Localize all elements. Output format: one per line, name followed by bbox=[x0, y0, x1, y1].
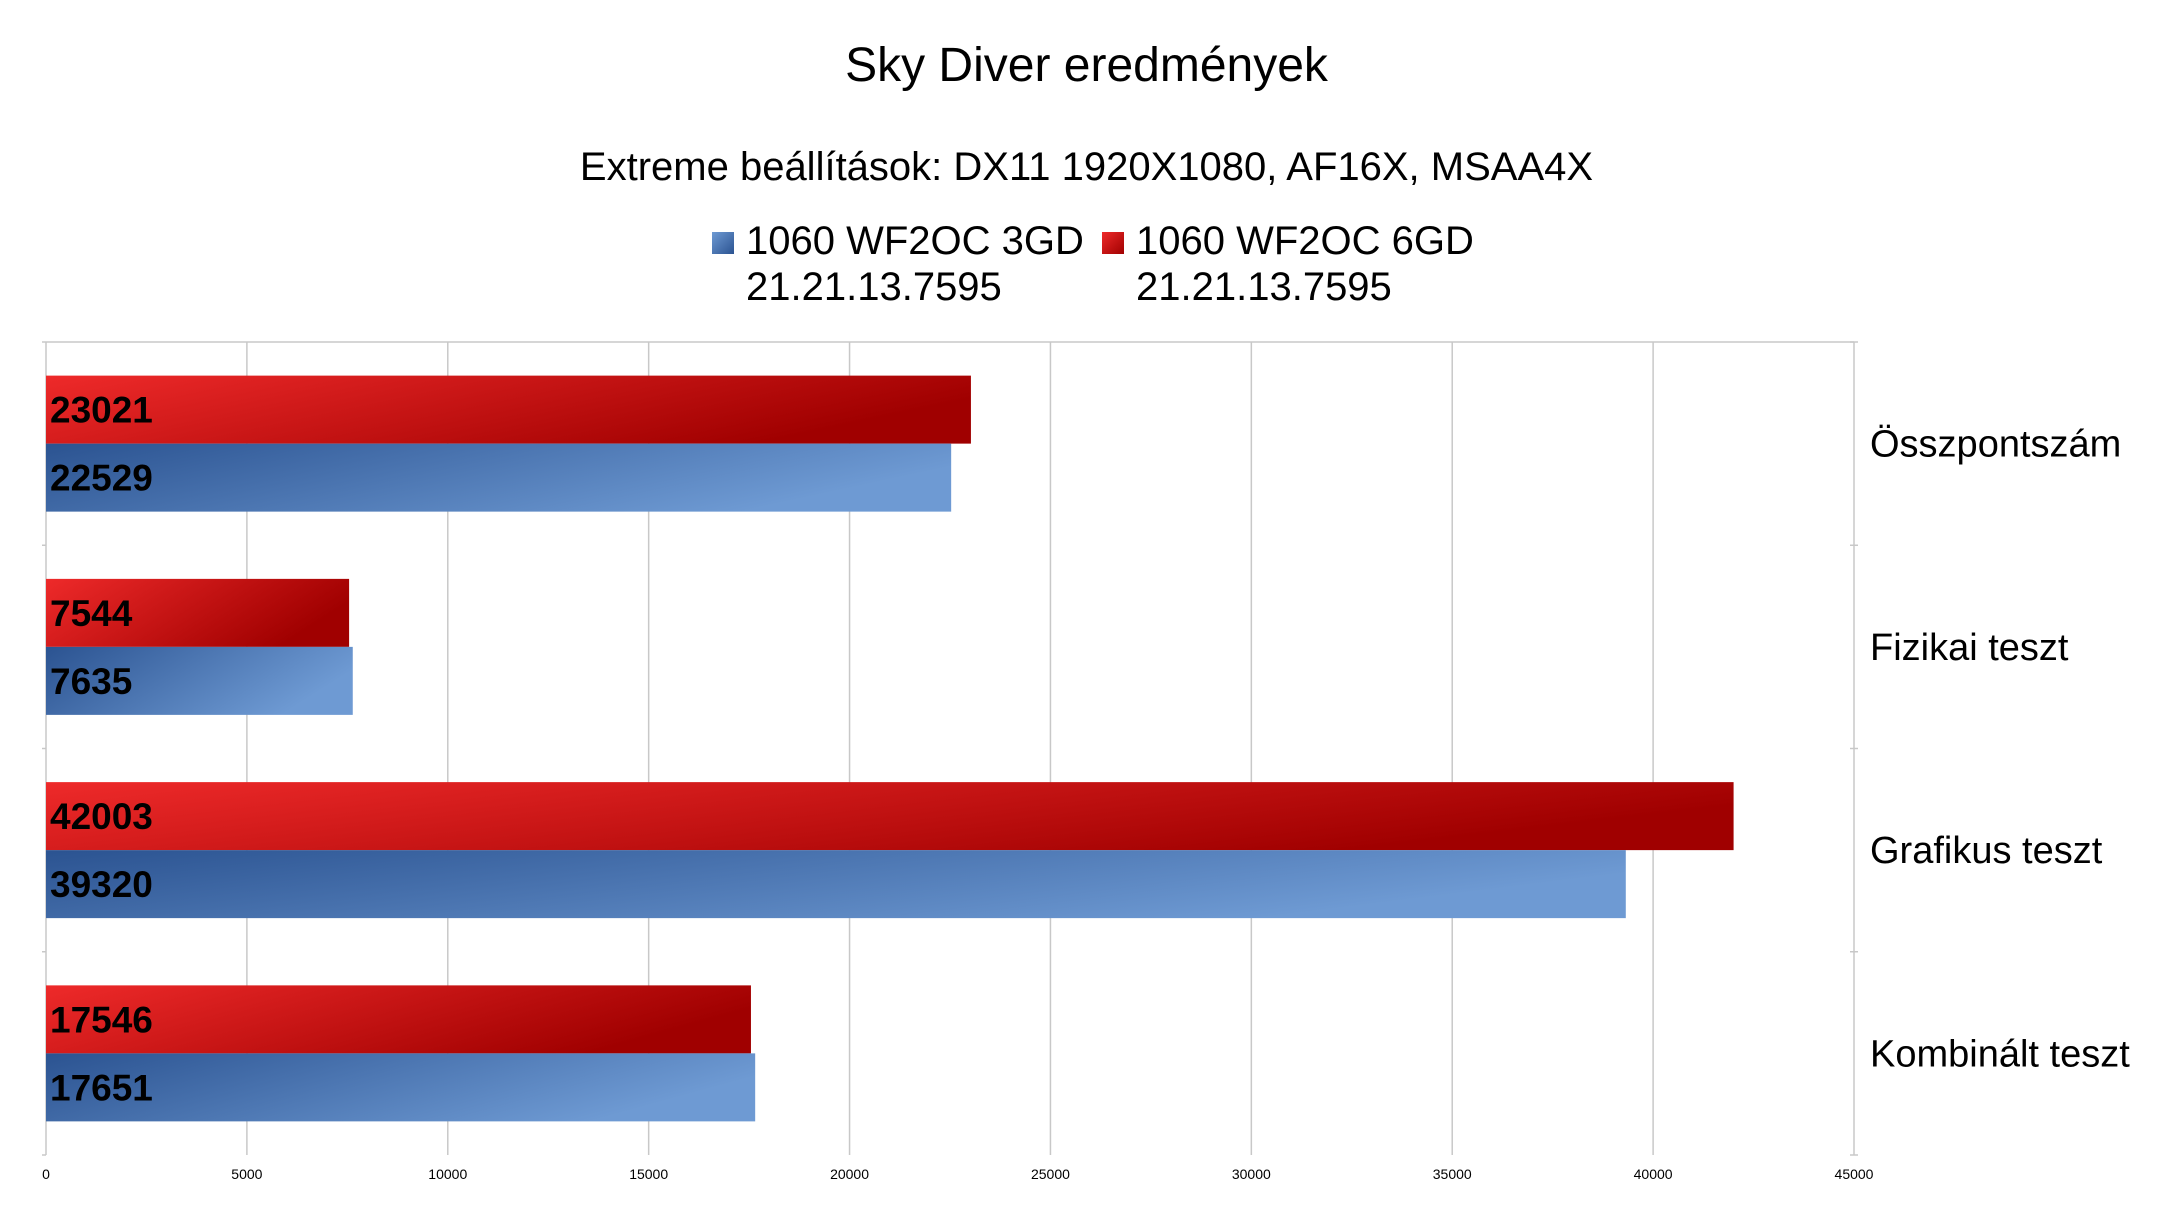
x-tick-label-40000: 40000 bbox=[1634, 1166, 1673, 1182]
category-label-0: Összpontszám bbox=[1870, 424, 2121, 466]
data-label-6gd-3: 17546 bbox=[50, 999, 153, 1040]
legend-label-6gd-line1: 1060 WF2OC 6GD bbox=[1136, 219, 1474, 263]
bars: 23021 22529 7544 7635 42003 39320 17546 17651 bbox=[46, 375, 1734, 1122]
chart-title: Sky Diver eredmények bbox=[845, 39, 1328, 92]
legend-label-3gd-line2: 21.21.13.7595 bbox=[746, 265, 1002, 309]
category-label-3: Kombinált teszt bbox=[1870, 1033, 2130, 1075]
x-tick-label-45000: 45000 bbox=[1835, 1166, 1874, 1182]
data-label-6gd-1: 7544 bbox=[50, 593, 133, 634]
bar-6gd-0 bbox=[46, 375, 971, 444]
chart-subtitle: Extreme beállítások: DX11 1920X1080, AF1… bbox=[579, 145, 1594, 189]
x-tick-label-5000: 5000 bbox=[231, 1166, 262, 1182]
bar-3gd-2 bbox=[46, 850, 1626, 919]
axes: Összpontszám Fizikai teszt Grafikus teszt K… bbox=[42, 341, 2130, 1182]
bar-3gd-0 bbox=[46, 443, 952, 512]
bar-6gd-1 bbox=[46, 578, 350, 647]
data-label-6gd-0: 23021 bbox=[50, 390, 153, 431]
data-label-3gd-0: 22529 bbox=[50, 458, 153, 499]
legend-swatch-6gd bbox=[1102, 232, 1124, 254]
x-tick-label-10000: 10000 bbox=[428, 1166, 467, 1182]
bar-3gd-3 bbox=[46, 1053, 756, 1122]
x-tick-label-30000: 30000 bbox=[1232, 1166, 1271, 1182]
legend-label-6gd-line2: 21.21.13.7595 bbox=[1136, 265, 1392, 309]
data-label-6gd-2: 42003 bbox=[50, 796, 153, 837]
legend-label-3gd-line1: 1060 WF2OC 3GD bbox=[746, 219, 1084, 263]
x-tick-label-35000: 35000 bbox=[1433, 1166, 1472, 1182]
data-label-3gd-2: 39320 bbox=[50, 864, 153, 905]
x-tick-label-20000: 20000 bbox=[830, 1166, 869, 1182]
data-label-3gd-3: 17651 bbox=[50, 1067, 153, 1108]
category-label-1: Fizikai teszt bbox=[1870, 627, 2069, 669]
category-label-2: Grafikus teszt bbox=[1870, 830, 2103, 872]
bar-6gd-2 bbox=[46, 782, 1734, 851]
x-tick-label-25000: 25000 bbox=[1031, 1166, 1070, 1182]
x-tick-label-0: 0 bbox=[42, 1166, 50, 1182]
x-tick-label-15000: 15000 bbox=[629, 1166, 668, 1182]
bar-6gd-3 bbox=[46, 985, 751, 1054]
bar-3gd-1 bbox=[46, 646, 353, 715]
legend-item-3gd: 1060 WF2OC 3GD 21.21.13.7595 bbox=[712, 218, 1084, 310]
legend-item-6gd: 1060 WF2OC 6GD 21.21.13.7595 bbox=[1102, 218, 1474, 310]
data-label-3gd-1: 7635 bbox=[50, 661, 132, 702]
legend-swatch-3gd bbox=[712, 232, 734, 254]
